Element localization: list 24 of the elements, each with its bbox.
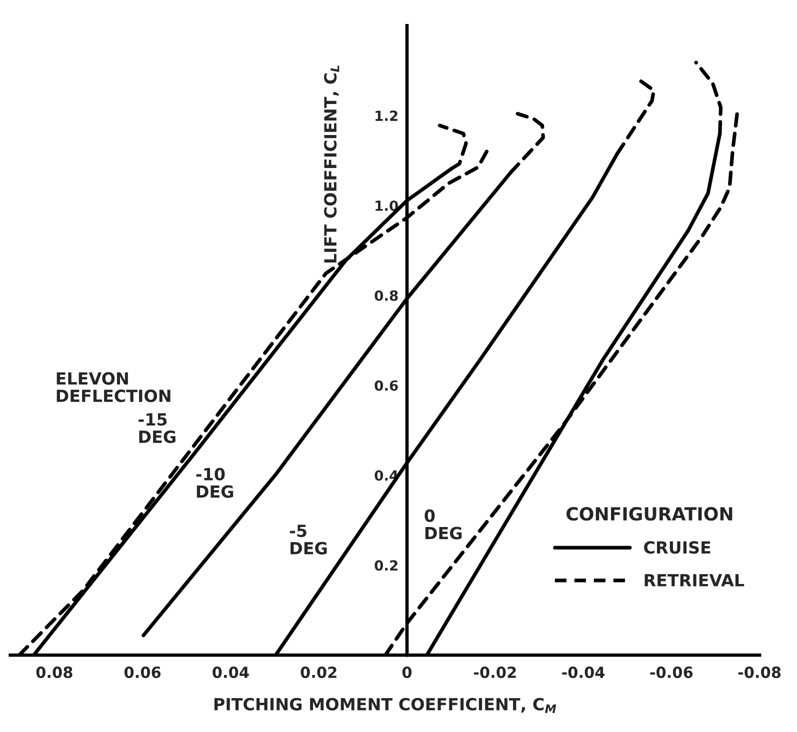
x-axis-title: PITCHING MOMENT COEFFICIENT, C$_{M}$	[214, 698, 556, 713]
legend-label: CRUISE	[644, 541, 710, 554]
annotation: 0 DEG	[424, 509, 462, 540]
x-tick-label: -0.06	[650, 666, 693, 678]
x-tick-label: -0.02	[474, 666, 516, 678]
y-tick-label: 0.6	[374, 380, 398, 391]
x-tick-label: 0.06	[124, 666, 161, 678]
legend-title: CONFIGURATION	[566, 507, 732, 521]
y-tick-label: 0.2	[374, 560, 398, 571]
y-axis-title: LIFT COEFFICIENT, C$_{L}$	[324, 66, 340, 262]
x-tick-label: 0.08	[36, 666, 72, 678]
x-tick-label: 0.02	[300, 666, 336, 678]
x-tick-label: 0	[402, 666, 412, 678]
legend-label: RETRIEVAL	[644, 574, 744, 586]
annotation: -15 DEG	[138, 413, 176, 444]
annotation: -5 DEG	[290, 524, 327, 554]
y-tick-label: 1.0	[376, 200, 398, 211]
x-tick-label: 0.04	[212, 666, 249, 678]
y-tick-label: 1.2	[376, 110, 398, 121]
annotation: -10 DEG	[196, 468, 234, 498]
annotation: ELEVON DEFLECTION	[56, 372, 170, 402]
x-tick-label: -0.08	[738, 666, 781, 678]
y-tick-label: 0.8	[374, 290, 398, 301]
x-tick-label: -0.04	[562, 666, 605, 678]
